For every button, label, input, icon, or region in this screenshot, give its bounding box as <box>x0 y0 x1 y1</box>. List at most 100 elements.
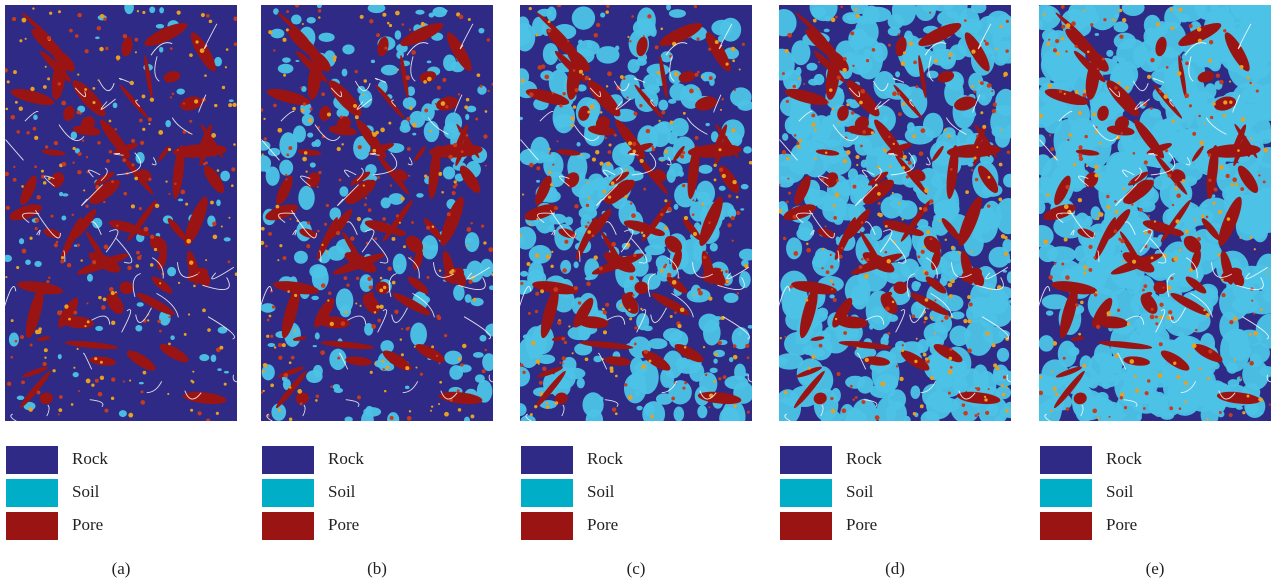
interface-dot <box>1083 10 1085 12</box>
interface-dot <box>1061 5 1065 9</box>
interface-dot <box>784 391 787 394</box>
interface-dot <box>481 224 484 227</box>
interface-dot <box>786 201 789 204</box>
interface-dot <box>44 348 48 352</box>
interface-dot <box>985 411 989 415</box>
interface-dot <box>786 157 789 160</box>
interface-dot <box>855 155 859 159</box>
soil-patch <box>737 100 754 111</box>
legend-swatch <box>262 512 314 540</box>
soil-patch <box>1182 52 1197 64</box>
interface-dot <box>1239 237 1241 239</box>
interface-dot <box>1065 185 1070 190</box>
interface-dot <box>92 87 95 90</box>
interface-dot <box>448 155 452 159</box>
interface-dot <box>786 100 789 103</box>
interface-dot <box>1061 37 1064 40</box>
interface-dot <box>664 226 668 230</box>
soil-patch <box>886 401 907 427</box>
interface-dot <box>1055 39 1059 43</box>
interface-dot <box>930 316 933 319</box>
interface-dot <box>1134 375 1137 378</box>
interface-dot <box>466 98 470 102</box>
soil-patch <box>768 49 794 81</box>
interface-dot <box>1185 230 1189 234</box>
interface-dot <box>135 38 139 42</box>
interface-dot <box>77 348 79 350</box>
interface-dot <box>1223 114 1226 117</box>
interface-dot <box>316 394 319 397</box>
interface-dot <box>1118 81 1121 84</box>
interface-dot <box>1194 219 1196 221</box>
soil-patch <box>824 29 830 33</box>
interface-dot <box>86 379 91 384</box>
interface-dot <box>1242 411 1245 414</box>
interface-dot <box>853 185 857 189</box>
interface-dot <box>154 248 157 251</box>
interface-dot <box>461 150 464 153</box>
soil-patch <box>907 122 915 133</box>
interface-dot <box>831 288 833 290</box>
interface-dot <box>95 379 99 383</box>
interface-dot <box>1075 90 1079 94</box>
soil-patch <box>1201 403 1219 427</box>
interface-dot <box>888 44 891 47</box>
interface-dot <box>155 204 159 208</box>
interface-dot <box>1006 386 1008 388</box>
interface-dot <box>674 311 677 314</box>
interface-dot <box>123 34 127 38</box>
interface-dot <box>1061 263 1064 266</box>
interface-dot <box>998 197 1002 201</box>
soil-patch <box>1063 168 1071 175</box>
soil-patch <box>149 6 155 13</box>
interface-dot <box>206 14 210 18</box>
interface-dot <box>414 346 416 348</box>
interface-dot <box>328 292 331 295</box>
soil-patch <box>953 376 961 381</box>
interface-dot <box>627 36 629 38</box>
interface-dot <box>1142 289 1145 292</box>
soil-patch <box>1041 401 1055 414</box>
interface-dot <box>551 251 553 253</box>
interface-dot <box>72 214 74 216</box>
interface-dot <box>535 310 538 313</box>
interface-dot <box>919 207 922 210</box>
interface-dot <box>192 371 194 373</box>
interface-dot <box>1090 23 1093 26</box>
interface-dot <box>949 57 951 59</box>
interface-dot <box>41 170 44 173</box>
soil-patch <box>307 17 316 23</box>
interface-dot <box>137 256 141 260</box>
interface-dot <box>830 279 833 282</box>
interface-dot <box>98 392 103 397</box>
interface-dot <box>967 349 972 354</box>
interface-dot <box>132 163 135 166</box>
soil-patch <box>565 216 573 225</box>
soil-patch <box>364 323 373 336</box>
interface-dot <box>212 222 216 226</box>
interface-dot <box>222 86 225 89</box>
soil-patch <box>678 171 684 177</box>
interface-dot <box>201 13 205 17</box>
soil-patch <box>1073 122 1106 148</box>
interface-dot <box>337 357 340 360</box>
interface-dot <box>793 85 796 88</box>
soil-patch <box>576 142 580 146</box>
soil-patch <box>600 12 605 17</box>
interface-dot <box>1099 175 1101 177</box>
interface-dot <box>628 141 632 145</box>
soil-patch <box>848 28 868 49</box>
interface-dot <box>286 10 289 13</box>
interface-dot <box>141 390 144 393</box>
soil-patch <box>1003 174 1016 188</box>
interface-dot <box>1083 89 1086 92</box>
interface-dot <box>1092 112 1096 116</box>
legend-label: Soil <box>328 482 356 501</box>
interface-dot <box>718 148 721 151</box>
interface-dot <box>592 234 595 237</box>
interface-dot <box>379 288 383 292</box>
interface-dot <box>701 76 703 78</box>
interface-dot <box>830 265 834 269</box>
interface-dot <box>1129 359 1134 364</box>
interface-dot <box>1189 24 1193 28</box>
